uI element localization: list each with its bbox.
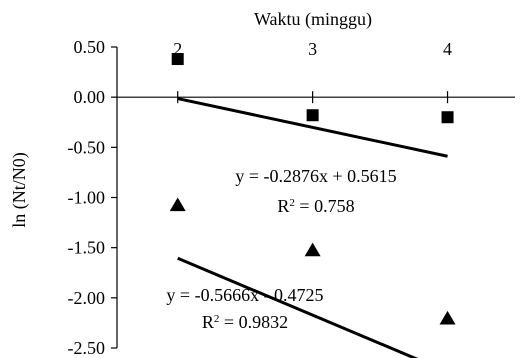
triangle-marker [304, 242, 321, 257]
series-1-r2: R2 = 0.758 [277, 196, 354, 216]
y-tick-label: 0.00 [74, 87, 106, 107]
x-tick-label: 2 [173, 39, 182, 59]
y-tick-label: -0.50 [68, 137, 106, 157]
series-2-r2: R2 = 0.9832 [202, 312, 288, 332]
series-2-equation: y = -0.5666x - 0.4725 [166, 285, 323, 305]
y-tick-label: -2.50 [68, 338, 106, 358]
y-axis-title: ln (Nt/N0) [9, 152, 30, 228]
x-tick-label: 3 [308, 39, 317, 59]
trendline-series-2 [177, 256, 419, 358]
y-tick-label: -2.00 [68, 288, 106, 308]
markers [169, 53, 456, 325]
x-tick-label: 4 [443, 39, 452, 59]
y-tick-label: -1.00 [68, 188, 106, 208]
square-marker [306, 109, 319, 122]
x-ticks: 2 3 4 [173, 39, 452, 104]
trendlines [177, 97, 448, 358]
y-tick-label: -1.50 [68, 238, 106, 258]
series-1-equation: y = -0.2876x + 0.5615 [235, 166, 396, 186]
square-marker [171, 53, 184, 66]
triangle-marker [169, 197, 186, 212]
square-marker [441, 111, 454, 124]
y-tick-label: 0.50 [74, 37, 106, 57]
y-ticks: 0.50 0.00 -0.50 -1.00 -1.50 -2.00 -2.50 [68, 37, 117, 358]
trendline-series-1 [177, 97, 448, 158]
x-axis-title: Waktu (minggu) [254, 9, 372, 30]
triangle-marker [439, 310, 456, 325]
